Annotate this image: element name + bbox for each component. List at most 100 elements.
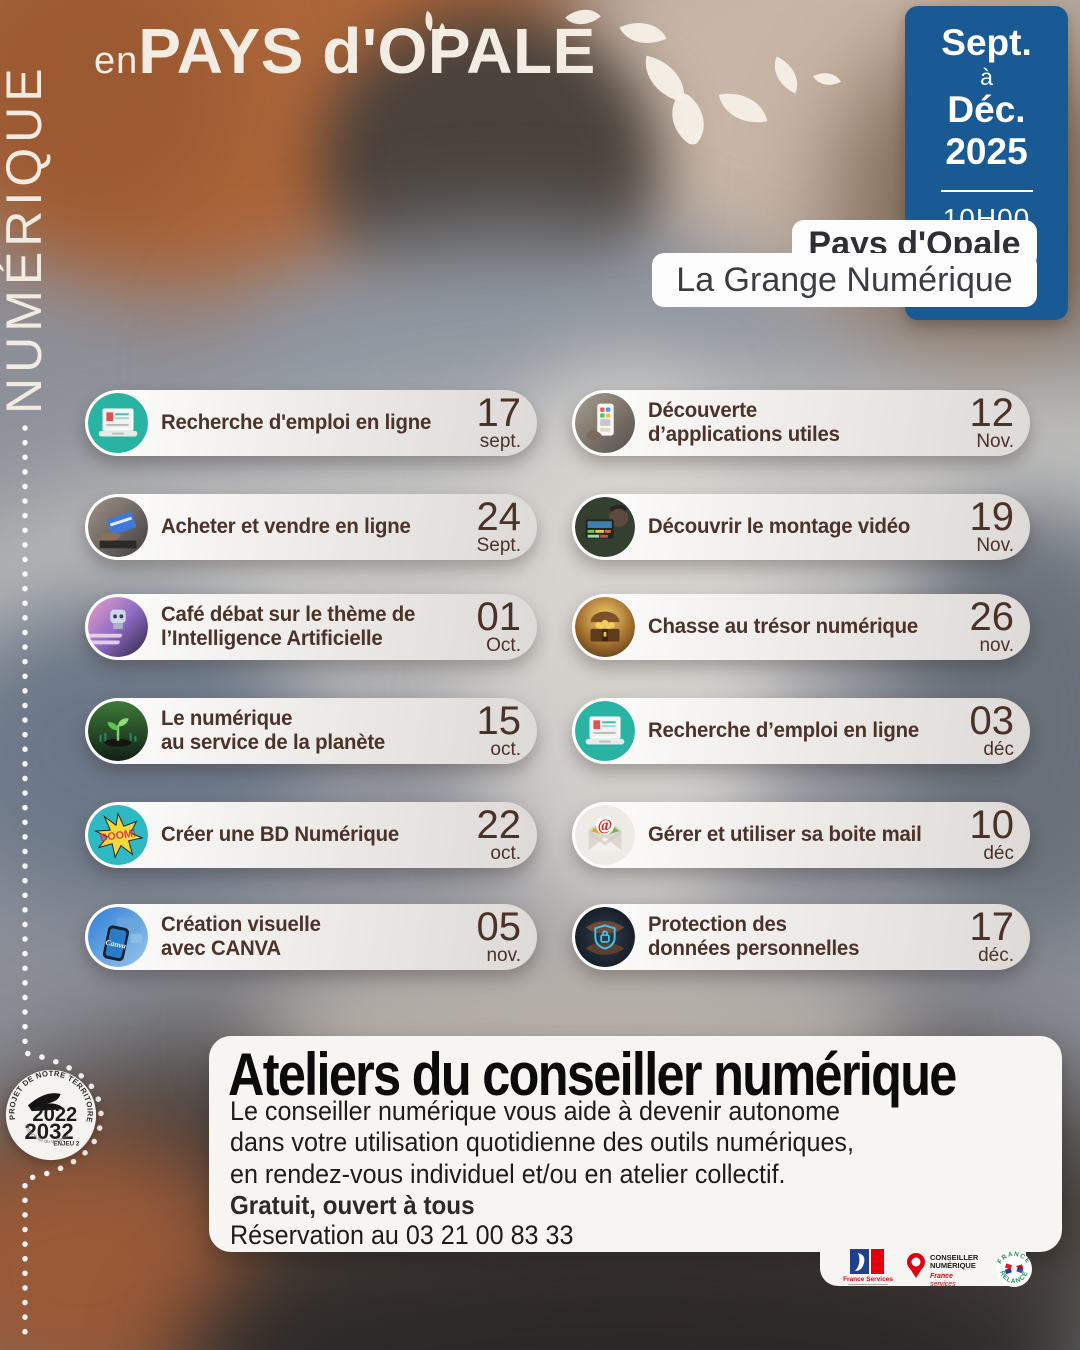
period-start: Sept. [941,22,1032,63]
event-card: BOOM! Créer une BD Numérique 22 oct. [85,802,537,868]
svg-text:BOOM!: BOOM! [99,827,137,844]
dotted-line [22,425,104,1343]
territory-badge: PROJET DE NOTRE TERRITOIRE 2022 2032 ENJ… [5,1069,97,1161]
event-month: Oct. [486,634,521,656]
comic-boom-icon: BOOM! [88,805,148,865]
event-card: Recherche d'emploi en ligne 17 sept. [85,390,537,456]
svg-text:France Services: France Services [843,1276,893,1283]
event-day: 03 [969,698,1015,743]
event-card: Découverte d’applications utiles 12 Nov. [572,390,1030,456]
svg-text:France: France [930,1273,953,1280]
period-link: à [980,63,993,90]
event-day: 17 [969,904,1015,949]
event-date: 19 Nov. [969,494,1015,557]
france-services-logo: France Services [843,1249,893,1285]
event-title: Le numérique au service de la planète [161,706,386,754]
event-month: nov. [486,944,521,966]
event-title: Gérer et utiliser sa boite mail [648,822,922,846]
event-title: Découverte d’applications utiles [648,398,840,446]
event-date: 12 Nov. [969,390,1015,453]
event-day: 17 [476,390,522,435]
event-card: Découvrir le montage vidéo 19 Nov. [572,494,1030,560]
event-date: 03 déc [969,698,1015,761]
job-search-icon [575,701,635,761]
event-card: Protection des données personnelles 17 dé… [572,904,1030,970]
event-date: 10 déc [969,802,1015,865]
svg-text:NUMÉRIQUE: NUMÉRIQUE [930,1261,976,1270]
event-date: 05 nov. [476,904,522,967]
badge-year-to: 2032 [25,1119,74,1144]
event-day: 19 [969,494,1015,539]
job-search-icon [88,393,148,453]
green-sprout-icon [88,701,148,761]
event-month: nov. [979,634,1014,656]
footer-panel [209,1036,1062,1252]
event-day: 15 [476,698,522,743]
period-end: Déc. [947,88,1026,130]
event-day: 24 [476,494,522,539]
event-title: Découvrir le montage vidéo [648,514,911,538]
event-month: sept. [479,430,521,452]
period-year: 2025 [945,131,1028,173]
canva-phone-icon: Canva [88,907,148,967]
event-day: 22 [476,802,522,847]
event-date: 17 sept. [476,390,522,453]
svg-text:@: @ [598,817,612,834]
event-day: 10 [969,802,1015,847]
location-name: La Grange Numérique [676,260,1013,299]
event-title: Créer une BD Numérique [161,822,399,846]
badge-year-from: 2022 [32,1104,77,1126]
treasure-chest-icon [575,597,635,657]
event-month: Nov. [976,534,1014,556]
footer-description: Le conseiller numérique vous aide à deve… [230,1096,854,1189]
badge-enjeu: ENJEU 2 [53,1141,80,1148]
event-card: Recherche d’emploi en ligne 03 déc [572,698,1030,764]
ai-robot-icon [88,597,148,657]
event-card: Acheter et vendre en ligne 24 Sept. [85,494,537,560]
event-date: 24 Sept. [476,494,522,557]
event-card: Café débat sur le thème de l’Intelligenc… [85,594,537,660]
event-date: 15 oct. [476,698,522,761]
event-date: 17 déc. [969,904,1015,967]
data-protection-icon [575,907,635,967]
brand-logo: enPAYS d'OPALE [94,14,596,88]
svg-text:services: services [930,1281,956,1288]
event-date: 22 oct. [476,802,522,865]
event-month: oct. [490,738,521,760]
event-month: oct. [490,842,521,864]
event-day: 05 [476,904,522,949]
event-day: 26 [969,594,1015,639]
brand-en: en [94,40,139,82]
mail-at-icon: @ [575,805,635,865]
event-day: 01 [476,594,522,639]
event-title: Chasse au trésor numérique [648,614,919,638]
badge-leaf-icon [27,1093,65,1112]
conseiller-numerique-logo: CONSEILLER NUMÉRIQUE France services [907,1253,979,1288]
footer-title: Ateliers du conseiller numérique [228,1041,957,1108]
event-title: Création visuelle avec CANVA [161,912,321,960]
event-card: Chasse au trésor numérique 26 nov. [572,594,1030,660]
partner-logos: France Services CONSEILLER NUMÉRIQUE Fra… [842,1248,1034,1290]
event-title: Acheter et vendre en ligne [161,514,411,538]
event-title: Recherche d'emploi en ligne [161,410,432,434]
event-month: Nov. [976,430,1014,452]
event-date: 01 Oct. [476,594,522,657]
video-editing-icon [575,497,635,557]
location-name-box: La Grange Numérique [652,253,1037,307]
divider [940,189,1033,192]
svg-text:Canva: Canva [105,938,127,951]
event-month: Sept. [476,534,521,556]
apps-phone-icon [575,393,635,453]
svg-text:CONSEILLER: CONSEILLER [930,1253,979,1262]
event-card: @ Gérer et utiliser sa boite mail 10 déc [572,802,1030,868]
brand-title: PAYS d'OPALE [138,15,596,87]
event-day: 12 [969,390,1015,435]
event-title: Protection des données personnelles [648,912,860,960]
event-date: 26 nov. [969,594,1015,657]
free-label: Gratuit, ouvert à tous [230,1190,475,1220]
reservation-phone: Réservation au 03 21 00 83 33 [230,1220,574,1250]
france-relance-logo: FRANCE RELANCE [996,1251,1032,1287]
event-card: Le numérique au service de la planète 15… [85,698,537,764]
event-card: Canva Création visuelle avec CANVA 05 nov… [85,904,537,970]
